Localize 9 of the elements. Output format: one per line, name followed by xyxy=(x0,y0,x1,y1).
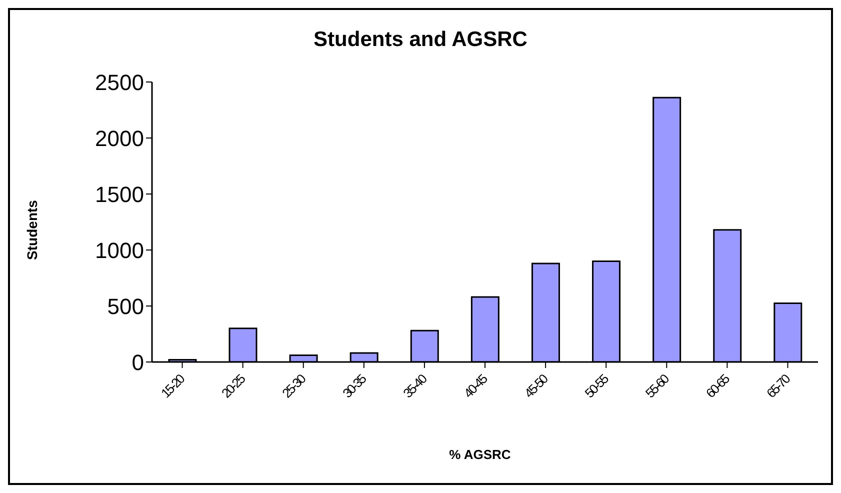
y-tick-label: 2000 xyxy=(95,126,144,151)
y-tick-label: 0 xyxy=(132,350,144,375)
y-tick-label: 1500 xyxy=(95,182,144,207)
y-axis-title: Students xyxy=(24,200,40,260)
y-tick-label: 1000 xyxy=(95,238,144,263)
y-tick-label: 500 xyxy=(107,294,144,319)
y-tick-label: 2500 xyxy=(95,70,144,95)
chart-title: Students and AGSRC xyxy=(312,28,528,52)
x-axis-title: % AGSRC xyxy=(448,447,512,462)
